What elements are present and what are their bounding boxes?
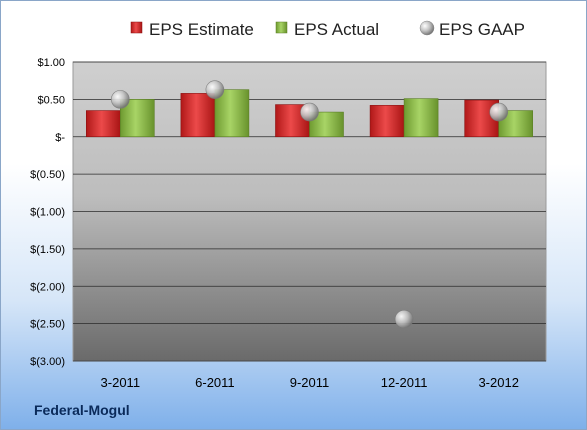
- company-name: Federal-Mogul: [34, 402, 130, 418]
- x-axis: 3-2011 6-2011 9-2011 12-2011 3-2012: [101, 375, 519, 390]
- point-eps-gaap: [394, 309, 414, 329]
- legend-label: EPS Estimate: [149, 20, 254, 39]
- legend-label: EPS GAAP: [439, 20, 525, 39]
- x-tick-label: 6-2011: [195, 375, 235, 390]
- legend-swatch: [419, 20, 435, 36]
- y-tick-label: $0.50: [37, 94, 65, 106]
- bar-eps-actual: [309, 111, 344, 138]
- y-tick-label: $(1.00): [30, 207, 65, 219]
- point-eps-gaap: [489, 102, 509, 122]
- x-tick-label: 12-2011: [381, 375, 428, 390]
- x-tick-label: 3-2011: [101, 375, 141, 390]
- bar-eps-actual: [403, 98, 439, 138]
- bar-eps-estimate: [369, 105, 405, 138]
- bar-eps-estimate: [86, 110, 121, 138]
- bar-eps-actual: [214, 89, 250, 138]
- x-tick-label: 3-2012: [478, 375, 518, 390]
- y-tick-label: $(3.00): [30, 356, 65, 368]
- gaap-points: [111, 80, 509, 329]
- legend-swatch: [130, 21, 143, 34]
- point-eps-gaap: [300, 102, 319, 122]
- x-tick-label: 9-2011: [290, 375, 330, 390]
- y-tick-label: $(0.50): [30, 169, 65, 181]
- y-tick-label: $1.00: [37, 57, 65, 69]
- y-tick-label: $(2.00): [30, 281, 65, 293]
- y-axis: $1.00 $0.50 $- $(0.50) $(1.00) $(1.50) $(2.00)…: [30, 57, 65, 368]
- point-eps-gaap: [111, 90, 130, 109]
- y-tick-label: $-: [55, 132, 65, 144]
- legend: EPS Estimate EPS Actual EPS GAAP: [130, 20, 525, 39]
- point-eps-gaap: [205, 80, 225, 99]
- bar-eps-estimate: [180, 93, 216, 138]
- legend-swatch: [275, 21, 288, 34]
- legend-label: EPS Actual: [294, 20, 379, 39]
- y-tick-label: $(2.50): [30, 319, 65, 331]
- y-tick-label: $(1.50): [30, 244, 65, 256]
